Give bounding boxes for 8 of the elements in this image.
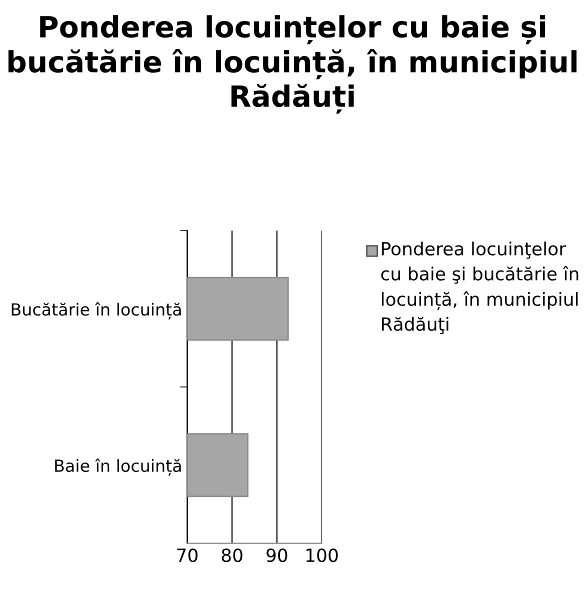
y-tick-label: Bucătărie în locuință: [12, 302, 181, 320]
chart-title: Ponderea locuințelor cu baie și bucătărie în locuință, în municipiul Rădăuți: [8, 15, 577, 114]
x-tick-label: 80: [222, 548, 242, 562]
x-tick-label: 90: [266, 548, 288, 562]
y-tick-label: Baie în locuință: [55, 458, 181, 476]
x-tick-label: 70: [177, 548, 198, 562]
legend-label: Ponderea locuinţelor cu baie şi bucătărie în locuință, în municipiul Rădăuţi: [381, 242, 578, 334]
x-tick-label: 100: [306, 548, 338, 562]
